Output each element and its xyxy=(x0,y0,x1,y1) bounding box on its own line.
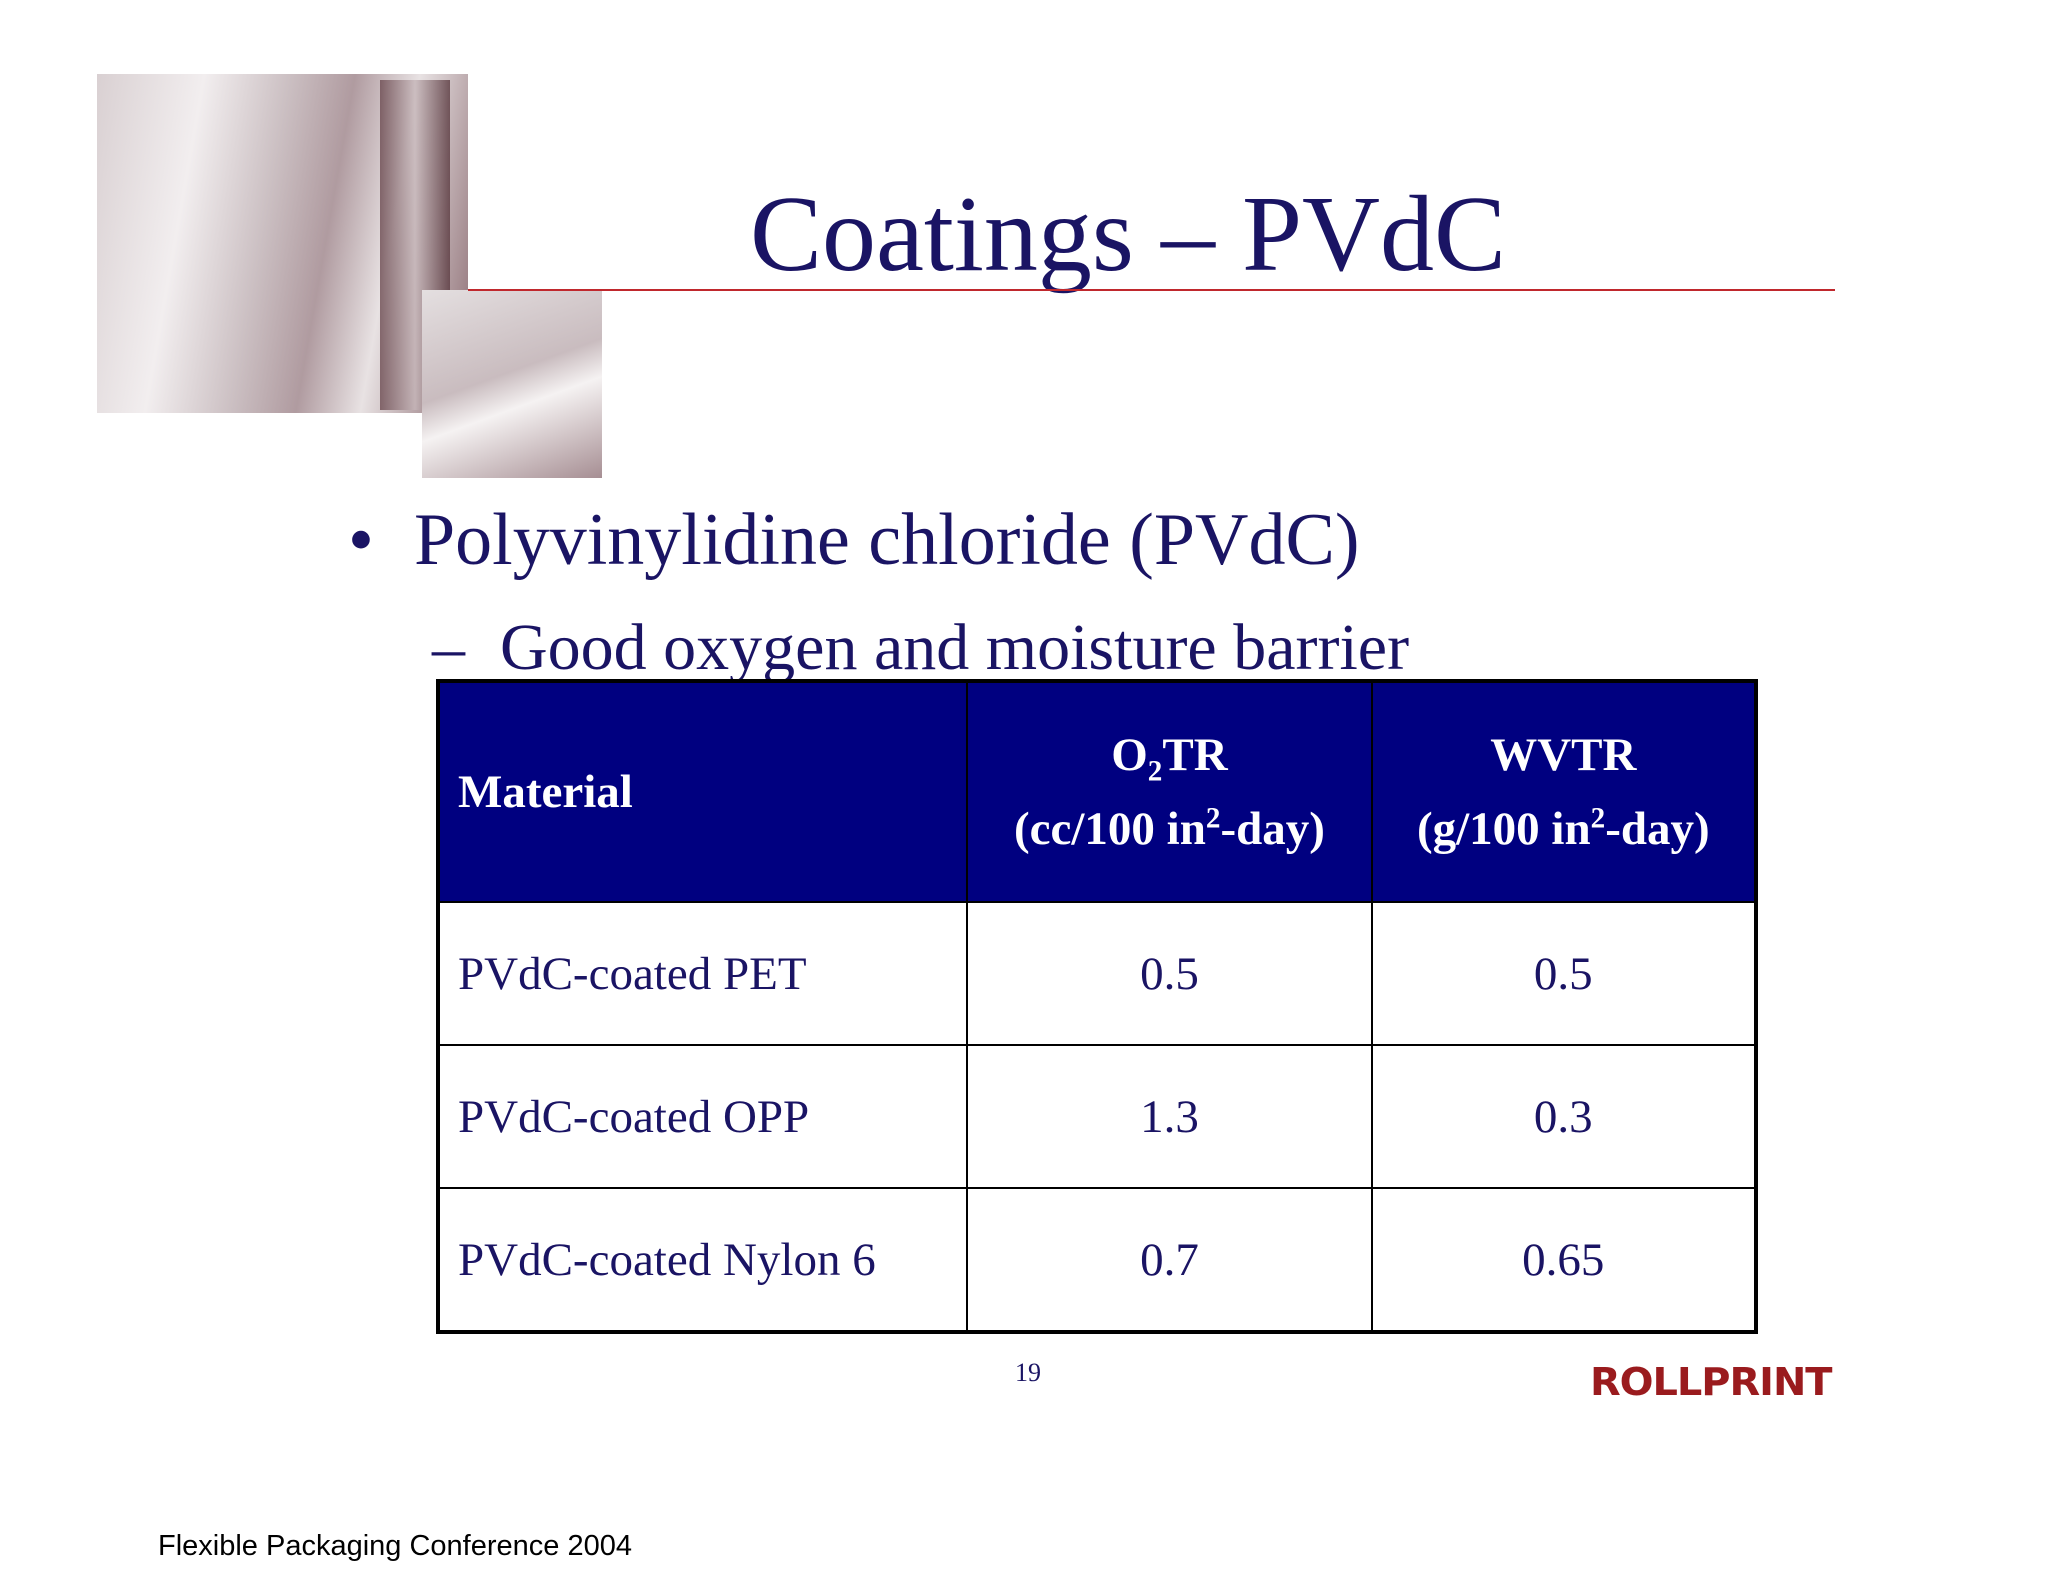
table-cell: PVdC-coated PET xyxy=(436,901,969,1046)
superscript: 2 xyxy=(1205,802,1221,835)
table-cell: 0.3 xyxy=(1370,1044,1758,1189)
table-cell: 0.7 xyxy=(966,1187,1373,1333)
header-cell: O2TR (cc/100 in2-day) xyxy=(966,680,1373,903)
header-text: TR xyxy=(1162,729,1228,781)
header-cell: Material xyxy=(436,680,969,903)
bullet-marker: • xyxy=(348,499,374,581)
table-cell: PVdC-coated OPP xyxy=(436,1044,969,1189)
logo: ROLLPRINT xyxy=(1590,1360,1833,1404)
header-text: -day) xyxy=(1220,803,1325,855)
title: Coatings – PVdC xyxy=(749,175,1507,294)
table-row: PVdC-coated OPP 1.3 0.3 xyxy=(436,1044,1758,1189)
table-cell: 0.65 xyxy=(1370,1187,1758,1333)
sub-bullet: – Good oxygen and moisture barrier xyxy=(432,608,1409,688)
header-text: Material xyxy=(458,766,633,818)
header-cell: WVTR (g/100 in2-day) xyxy=(1370,680,1758,903)
header-text: (g/100 in xyxy=(1416,803,1591,855)
header-text: WVTR xyxy=(1490,729,1637,781)
photo xyxy=(422,290,602,478)
bullet: • Polyvinylidine chloride (PVdC) xyxy=(348,495,1360,585)
table-cell: PVdC-coated Nylon 6 xyxy=(436,1187,969,1333)
table-row: PVdC-coated Nylon 6 0.7 0.65 xyxy=(436,1187,1758,1333)
sub-bullet-text: Good oxygen and moisture barrier xyxy=(500,611,1410,684)
superscript: 2 xyxy=(1590,802,1606,835)
header-text: -day) xyxy=(1605,803,1710,855)
bullet-text: Polyvinylidine chloride (PVdC) xyxy=(414,499,1360,581)
subscript: 2 xyxy=(1147,755,1163,788)
header-text: O xyxy=(1111,729,1148,781)
table-cell: 1.3 xyxy=(966,1044,1373,1189)
data-table: Material O2TR (cc/100 in2-day) WVTR (g/100… xyxy=(436,679,1758,1334)
header-text: (cc/100 in xyxy=(1013,803,1206,855)
title-rule xyxy=(468,289,1835,291)
table-cell: 0.5 xyxy=(966,901,1373,1046)
page-number: 19 xyxy=(1015,1358,1041,1387)
sub-bullet-marker: – xyxy=(432,611,465,684)
table-row: PVdC-coated PET 0.5 0.5 xyxy=(436,901,1758,1046)
header-row: Material O2TR (cc/100 in2-day) WVTR (g/100… xyxy=(436,680,1758,903)
table-cell: 0.5 xyxy=(1370,901,1758,1046)
footer: Flexible Packaging Conference 2004 xyxy=(158,1530,632,1562)
table-body: PVdC-coated PET 0.5 0.5 PVdC-coated OPP 1.3 0… xyxy=(436,901,1758,1333)
